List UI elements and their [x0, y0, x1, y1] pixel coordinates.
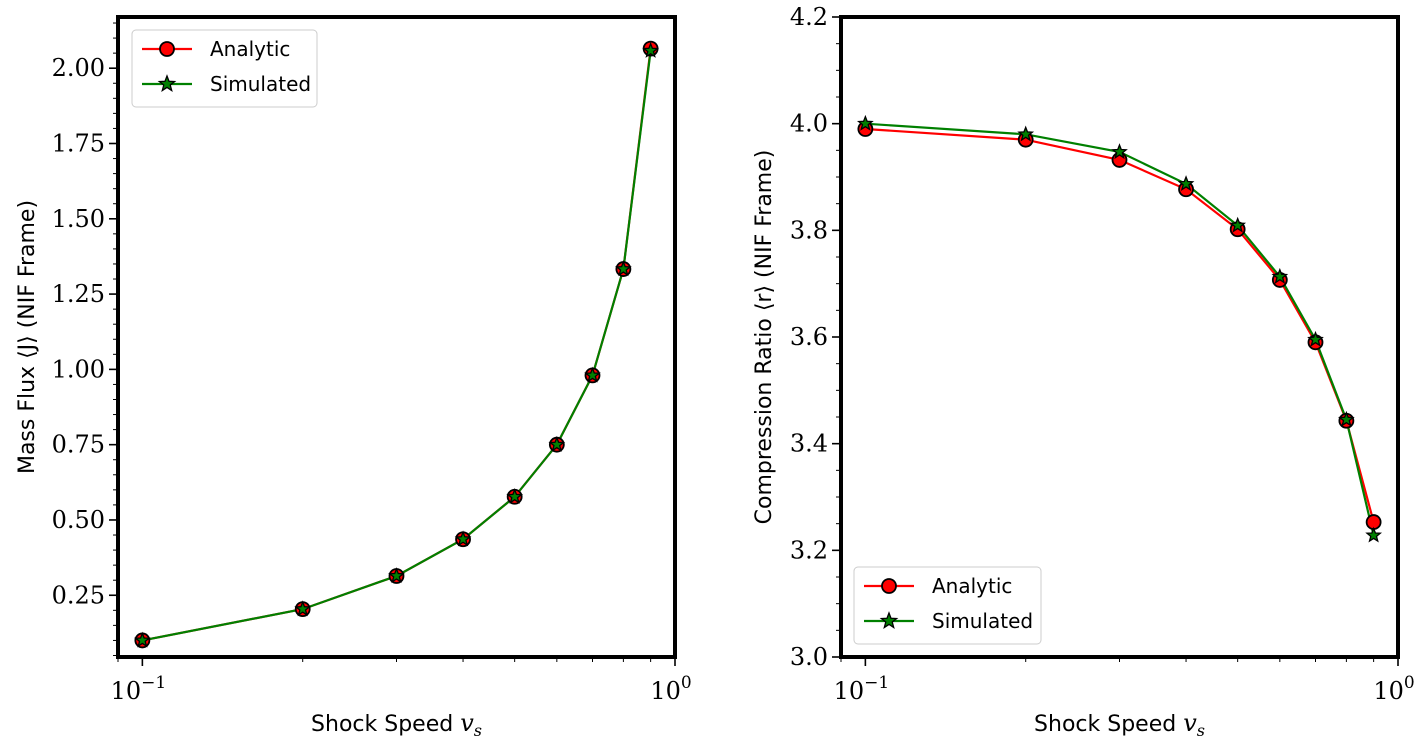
legend-marker-analytic — [159, 41, 175, 57]
plot-area — [841, 17, 1398, 657]
y-tick-label: 0.25 — [52, 581, 105, 609]
legend-label-analytic: Analytic — [210, 37, 290, 61]
plot-area — [118, 17, 675, 657]
compression-ratio-chart: 3.0 3.2 3.4 3.6 3.8 4.0 4.2 10−1 100 Shock Speed … — [752, 3, 1415, 737]
legend-label-simulated: Simulated — [210, 72, 311, 96]
y-tick-label: 0.75 — [52, 431, 105, 459]
data-point-simulated — [133, 631, 151, 648]
data-point-simulated — [1177, 175, 1195, 192]
data-point-simulated — [548, 435, 566, 452]
y-tick-label: 3.0 — [790, 643, 828, 671]
x-axis-label: Shock Speed vs — [1034, 709, 1205, 737]
y-tick-label: 3.4 — [790, 430, 828, 458]
y-axis-label: Compression Ratio ⟨r⟩ (NIF Frame) — [752, 150, 777, 525]
legend: Analytic Simulated — [853, 566, 1042, 645]
data-point-simulated — [1111, 143, 1128, 160]
y-tick-label: 1.00 — [52, 355, 105, 383]
x-tick-label: 100 — [650, 673, 691, 705]
data-point-simulated — [1017, 125, 1035, 142]
legend-marker-simulated — [879, 611, 899, 629]
plot-frame — [839, 15, 1400, 659]
y-tick-label: 1.25 — [52, 280, 105, 308]
legend-marker-analytic — [881, 578, 897, 594]
data-point-simulated — [584, 366, 601, 383]
y-tick-label: 3.8 — [790, 216, 828, 244]
data-point-simulated — [615, 260, 632, 277]
y-tick-label: 1.75 — [52, 129, 105, 157]
legend-label-analytic: Analytic — [932, 574, 1012, 598]
legend-label-simulated: Simulated — [932, 609, 1033, 633]
x-tick-label: 10−1 — [111, 673, 167, 705]
data-point-simulated — [1338, 410, 1355, 427]
x-tick-label: 10−1 — [834, 673, 890, 705]
data-point-simulated — [856, 114, 874, 131]
y-tick-label: 3.6 — [790, 323, 828, 351]
plot-frame — [116, 15, 677, 659]
y-axis-label: Mass Flux ⟨J⟩ (NIF Frame) — [15, 200, 40, 474]
data-point-simulated — [1271, 267, 1289, 284]
mass-flux-chart: 0.25 0.50 0.75 1.00 1.25 1.50 1.75 2.00 10−1 100 S… — [15, 15, 692, 737]
data-point-simulated — [1229, 216, 1247, 233]
y-tick-label: 3.2 — [790, 536, 828, 564]
x-axis-label: Shock Speed vs — [311, 709, 482, 737]
legend: Analytic Simulated — [131, 29, 318, 108]
y-tick-label: 1.50 — [52, 205, 105, 233]
legend-marker-simulated — [157, 74, 177, 92]
x-tick-label: 100 — [1373, 673, 1414, 705]
data-point-simulated — [506, 487, 524, 504]
y-tick-label: 4.0 — [790, 110, 828, 138]
data-point-simulated — [1365, 526, 1383, 543]
data-point-simulated — [294, 600, 312, 617]
data-point-simulated — [642, 41, 660, 58]
data-point-simulated — [388, 567, 405, 584]
y-tick-label: 2.00 — [52, 54, 105, 82]
y-tick-label: 4.2 — [790, 3, 828, 31]
data-point-simulated — [1307, 330, 1324, 347]
data-point-simulated — [454, 530, 472, 547]
y-tick-label: 0.50 — [52, 506, 105, 534]
